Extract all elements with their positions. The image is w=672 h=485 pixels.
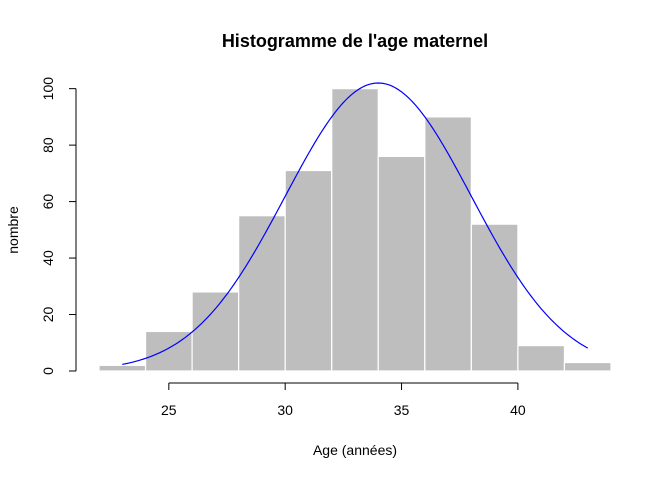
histogram-bar xyxy=(470,223,519,372)
x-axis: 25 30 35 40 xyxy=(161,382,526,418)
y-axis-label: nombre xyxy=(5,206,21,254)
chart-title: Histogramme de l'age maternel xyxy=(222,31,488,51)
y-tick-label: 0 xyxy=(40,367,56,375)
density-curve-group xyxy=(122,82,589,366)
y-tick-label: 40 xyxy=(40,250,56,266)
histogram-bar xyxy=(377,155,426,372)
y-tick-label: 20 xyxy=(40,307,56,323)
bars-group xyxy=(98,88,612,372)
y-tick-label: 60 xyxy=(40,194,56,210)
y-tick-label: 100 xyxy=(40,77,56,101)
x-tick-label: 30 xyxy=(277,402,293,418)
histogram-bar xyxy=(284,169,333,372)
histogram-bar xyxy=(98,364,147,372)
density-curve xyxy=(122,82,589,366)
histogram-bar xyxy=(331,88,379,372)
histogram-bar xyxy=(517,344,566,372)
x-axis-label: Age (années) xyxy=(313,442,397,458)
histogram-bar xyxy=(424,116,472,372)
y-axis: 0 20 40 60 80 100 xyxy=(40,77,77,375)
y-tick-label: 80 xyxy=(40,137,56,153)
histogram-bar xyxy=(191,291,240,372)
histogram-bar xyxy=(238,215,286,372)
x-tick-label: 35 xyxy=(394,402,410,418)
x-tick-label: 25 xyxy=(161,402,177,418)
x-tick-label: 40 xyxy=(510,402,526,418)
histogram-bar xyxy=(563,361,612,372)
